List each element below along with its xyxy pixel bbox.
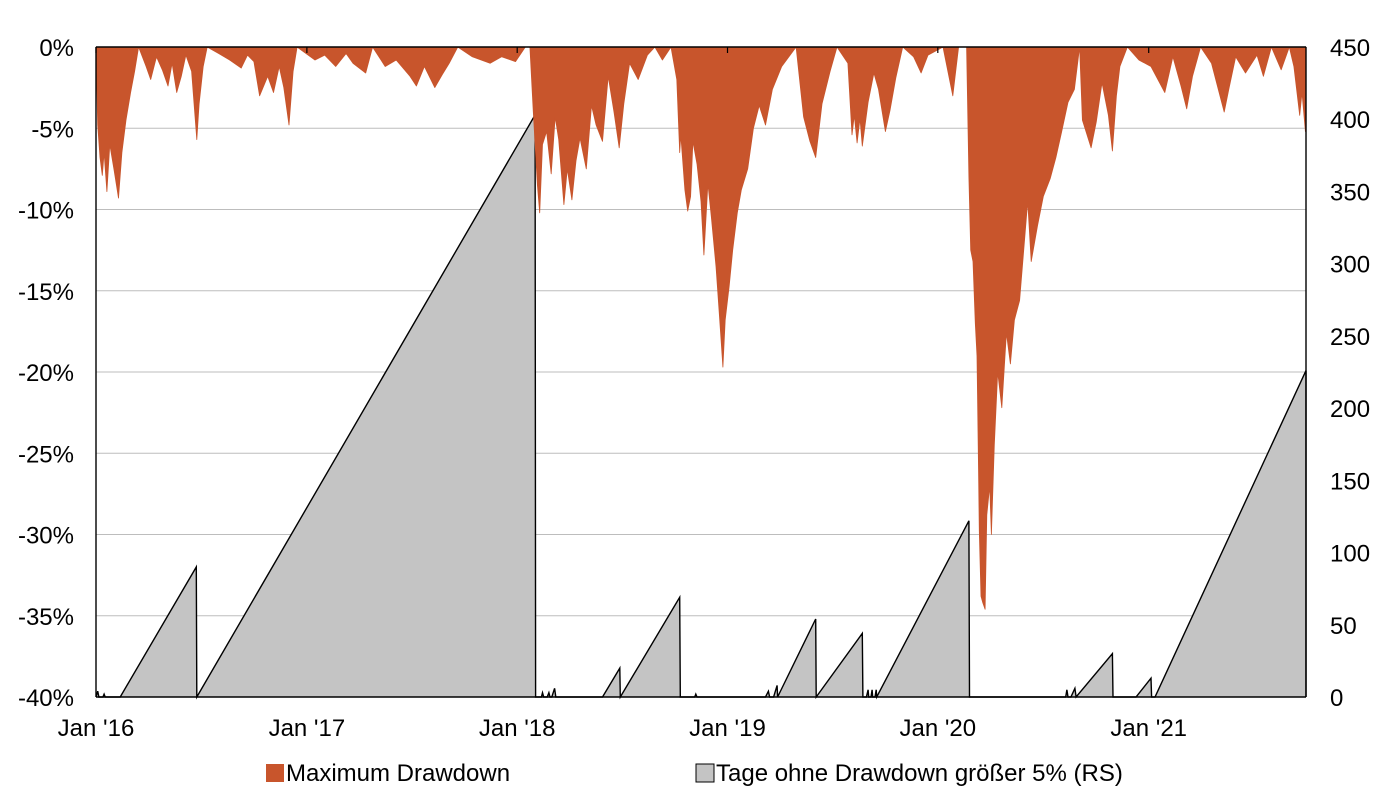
- x-tick-label: Jan '18: [479, 715, 556, 742]
- left-y-tick-label: -15%: [18, 279, 74, 306]
- legend-swatch-days-without-drawdown: [695, 763, 715, 783]
- x-tick-label: Jan '19: [689, 715, 766, 742]
- right-y-tick-label: 300: [1330, 252, 1370, 279]
- days-series-fill: [96, 114, 1306, 697]
- left-y-axis-ticks: 0% -5% -10% -15% -20% -25% -30% -35% -40%: [18, 35, 74, 712]
- right-y-tick-label: 200: [1330, 396, 1370, 423]
- axis-lines: [95, 46, 1307, 698]
- left-y-tick-label: -20%: [18, 360, 74, 387]
- x-tick-label: Jan '17: [269, 715, 346, 742]
- left-y-tick-label: -30%: [18, 523, 74, 550]
- right-y-tick-label: 250: [1330, 324, 1370, 351]
- right-y-tick-label: 50: [1330, 613, 1357, 640]
- left-y-tick-label: -35%: [18, 604, 74, 631]
- left-y-tick-label: -40%: [18, 685, 74, 712]
- legend: Maximum Drawdown Tage ohne Drawdown größ…: [266, 760, 1123, 787]
- maximum-drawdown-area: [95, 46, 1307, 610]
- left-y-tick-label: -25%: [18, 441, 74, 468]
- left-y-tick-label: -10%: [18, 198, 74, 225]
- legend-swatch-maximum-drawdown: [266, 764, 284, 782]
- right-y-tick-label: 400: [1330, 107, 1370, 134]
- legend-label-maximum-drawdown: Maximum Drawdown: [286, 760, 510, 787]
- right-y-tick-label: 150: [1330, 468, 1370, 495]
- legend-label-days-without-drawdown: Tage ohne Drawdown größer 5% (RS): [716, 760, 1123, 787]
- left-y-tick-label: 0%: [39, 35, 74, 62]
- right-y-axis-ticks: 450 400 350 300 250 200 150 100 50 0: [1330, 35, 1370, 712]
- right-y-tick-label: 100: [1330, 541, 1370, 568]
- x-axis-ticks: Jan '16 Jan '17 Jan '18 Jan '19 Jan '20 Jan '…: [58, 47, 1187, 742]
- right-y-tick-label: 0: [1330, 685, 1343, 712]
- x-tick-label: Jan '21: [1110, 715, 1187, 742]
- right-y-tick-label: 350: [1330, 179, 1370, 206]
- x-tick-label: Jan '20: [899, 715, 976, 742]
- x-tick-label: Jan '16: [58, 715, 135, 742]
- drawdown-series-fill: [95, 46, 1307, 610]
- right-y-tick-label: 450: [1330, 35, 1370, 62]
- left-y-tick-label: -5%: [31, 116, 74, 143]
